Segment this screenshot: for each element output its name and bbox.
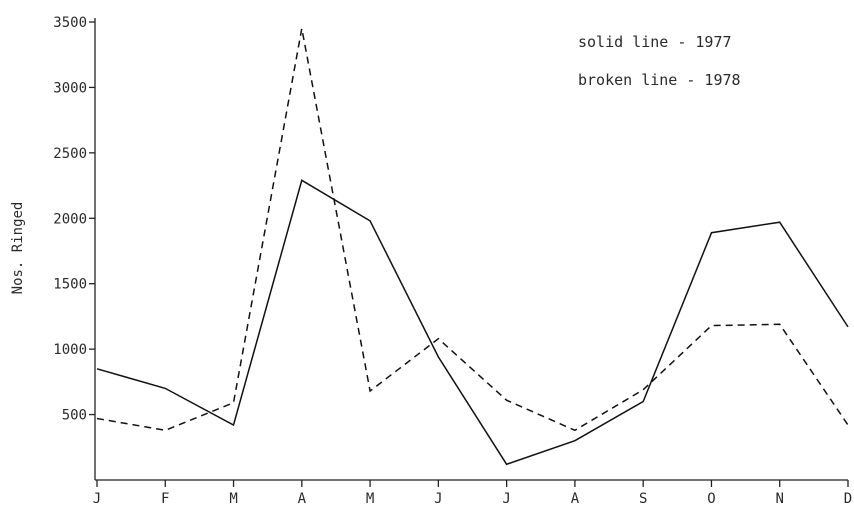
y-tick-label: 3500 — [53, 15, 87, 31]
legend-entry-1978: broken line - 1978 — [578, 71, 741, 89]
x-tick-label: A — [571, 491, 580, 507]
x-tick-label: M — [229, 491, 237, 507]
x-tick-label: M — [366, 491, 374, 507]
x-tick-label: J — [93, 491, 101, 507]
x-tick-label: F — [161, 491, 169, 507]
x-tick-label: O — [707, 491, 715, 507]
x-tick-label: S — [639, 491, 647, 507]
y-tick-label: 2500 — [53, 146, 87, 162]
y-tick-label: 500 — [62, 408, 87, 424]
x-tick-label: A — [298, 491, 307, 507]
y-tick-label: 2000 — [53, 211, 87, 227]
series-line-1977 — [96, 179, 849, 466]
legend-entry-1977: solid line - 1977 — [578, 33, 732, 51]
y-axis: 500 1000 1500 2000 2500 3000 3500 — [53, 15, 96, 480]
legend: solid line - 1977 broken line - 1978 — [578, 33, 741, 89]
y-tick-label: 1500 — [53, 277, 87, 293]
x-tick-label: J — [502, 491, 510, 507]
y-tick-label: 1000 — [53, 342, 87, 358]
x-tick-label: J — [434, 491, 442, 507]
x-tick-label: N — [776, 491, 784, 507]
series-lines — [96, 28, 849, 466]
x-tick-label: D — [844, 491, 852, 507]
series-line-1978 — [96, 28, 849, 432]
y-axis-title: Nos. Ringed — [10, 202, 26, 295]
y-tick-label: 3000 — [53, 80, 87, 96]
